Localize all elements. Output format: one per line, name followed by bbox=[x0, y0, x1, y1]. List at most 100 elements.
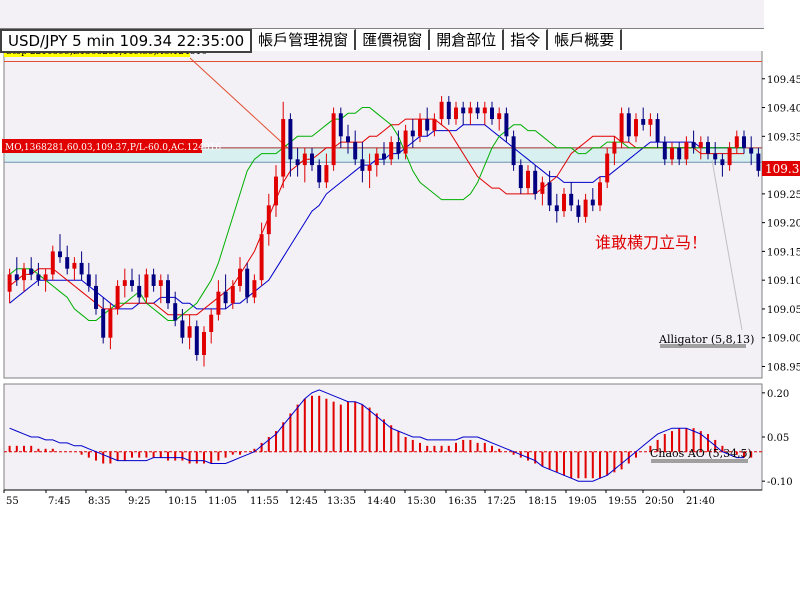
candle-body bbox=[310, 153, 314, 166]
tab-chart-active[interactable]: USD/JPY 5 min 109.34 22:35:00 bbox=[0, 29, 253, 53]
candle-body bbox=[598, 182, 602, 206]
candle-body bbox=[446, 101, 451, 120]
x-tick-label: 15:30 bbox=[407, 496, 436, 507]
candle-body bbox=[360, 159, 365, 171]
candle-body bbox=[418, 119, 422, 137]
candle-body bbox=[72, 262, 77, 269]
tab-3[interactable]: 開倉部位 bbox=[430, 29, 505, 50]
candle-body bbox=[122, 280, 127, 286]
x-tick-label: 8:35 bbox=[88, 496, 110, 507]
candle-body bbox=[29, 268, 34, 275]
candle-body bbox=[302, 153, 307, 166]
candle-body bbox=[259, 234, 264, 281]
candle-body bbox=[374, 153, 379, 166]
top-strip bbox=[0, 0, 764, 28]
candle-body bbox=[14, 274, 19, 281]
candle-body bbox=[317, 165, 322, 183]
candle-body bbox=[634, 119, 638, 137]
y-tick-label: 109.05 bbox=[767, 305, 800, 316]
tab-2[interactable]: 匯價視窗 bbox=[356, 29, 431, 50]
candle-body bbox=[554, 205, 559, 212]
candle-body bbox=[338, 113, 343, 137]
candle-body bbox=[432, 119, 437, 131]
candle-body bbox=[497, 113, 502, 120]
x-tick-label: 17:25 bbox=[487, 496, 516, 507]
x-tick-label: 21:40 bbox=[686, 496, 715, 507]
candle-body bbox=[562, 193, 566, 212]
ao-label: Chaos AO (5,34,5) bbox=[650, 447, 752, 460]
candle-body bbox=[425, 119, 430, 131]
y-tick-label: 108.95 bbox=[767, 362, 800, 373]
candle-body bbox=[490, 107, 494, 120]
ao-label-shadow bbox=[651, 459, 748, 463]
candle-body bbox=[526, 170, 530, 189]
candle-body bbox=[281, 119, 286, 177]
candle-body bbox=[180, 320, 185, 338]
x-tick-label: 16:35 bbox=[448, 496, 477, 507]
candle-body bbox=[605, 153, 610, 183]
candle-body bbox=[713, 153, 718, 160]
candle-body bbox=[482, 107, 487, 114]
candle-body bbox=[108, 308, 113, 338]
candle-body bbox=[403, 130, 408, 154]
candle-body bbox=[7, 274, 12, 292]
price-tag-bg bbox=[762, 161, 800, 176]
candle-body bbox=[245, 268, 250, 298]
candle-body bbox=[266, 205, 271, 235]
candle-body bbox=[252, 280, 257, 298]
candle-body bbox=[94, 285, 98, 309]
x-tick-label: 20:50 bbox=[645, 496, 674, 507]
candle-body bbox=[331, 113, 336, 166]
candle-body bbox=[670, 147, 674, 160]
candle-body bbox=[223, 291, 228, 304]
x-tick-label: 19:05 bbox=[568, 496, 597, 507]
candle-body bbox=[238, 268, 242, 286]
candle-body bbox=[547, 182, 552, 206]
candle-body bbox=[65, 257, 70, 269]
candle-body bbox=[518, 165, 523, 189]
candle-body bbox=[288, 119, 293, 160]
candle-body bbox=[475, 107, 480, 114]
candle-body bbox=[468, 107, 473, 114]
candle-body bbox=[583, 199, 588, 217]
tab-1[interactable]: 帳戶管理視窗 bbox=[252, 29, 357, 50]
candle-body bbox=[173, 303, 178, 321]
candle-body bbox=[461, 107, 466, 114]
tab-5[interactable]: 帳戶概要 bbox=[548, 29, 623, 50]
price-tag: 109.3 bbox=[765, 162, 799, 176]
candle-body bbox=[734, 136, 739, 148]
x-tick-label: 14:40 bbox=[367, 496, 396, 507]
candle-body bbox=[79, 262, 84, 275]
x-tick-label: 7:45 bbox=[48, 496, 70, 507]
x-tick-label: 11:55 bbox=[250, 496, 279, 507]
candle-body bbox=[756, 153, 761, 171]
x-tick-label: 10:15 bbox=[168, 496, 197, 507]
y-tick-label: 109.15 bbox=[767, 247, 800, 258]
candle-body bbox=[706, 142, 710, 154]
x-tick-label: 55 bbox=[6, 496, 19, 507]
y-tick-label: 109.45 bbox=[767, 75, 800, 86]
candle-body bbox=[274, 176, 278, 206]
x-tick-label: 11:05 bbox=[208, 496, 237, 507]
candle-body bbox=[151, 274, 156, 286]
x-tick-label: 18:15 bbox=[528, 496, 557, 507]
alligator-label: Alligator (5,8,13) bbox=[658, 333, 754, 346]
y-tick-label: 109.35 bbox=[767, 132, 800, 143]
x-tick-label: 13:35 bbox=[327, 496, 356, 507]
candle-body bbox=[590, 199, 595, 206]
candle-body bbox=[324, 165, 329, 183]
y-tick-label: 109.00 bbox=[767, 334, 800, 345]
candle-body bbox=[187, 326, 192, 338]
y-tick-label: 109.20 bbox=[767, 219, 800, 230]
candle-body bbox=[50, 251, 55, 275]
candle-body bbox=[58, 251, 62, 258]
candle-body bbox=[158, 280, 163, 286]
candle-body bbox=[101, 308, 106, 338]
candle-body bbox=[22, 268, 26, 281]
candle-body bbox=[230, 285, 235, 304]
tab-4[interactable]: 指令 bbox=[504, 29, 549, 50]
candle-body bbox=[43, 274, 48, 281]
chart-tab-bar: USD/JPY 5 min 109.34 22:35:00 帳戶管理視窗 匯價視窗開… bbox=[0, 28, 764, 53]
candle-body bbox=[720, 159, 725, 166]
